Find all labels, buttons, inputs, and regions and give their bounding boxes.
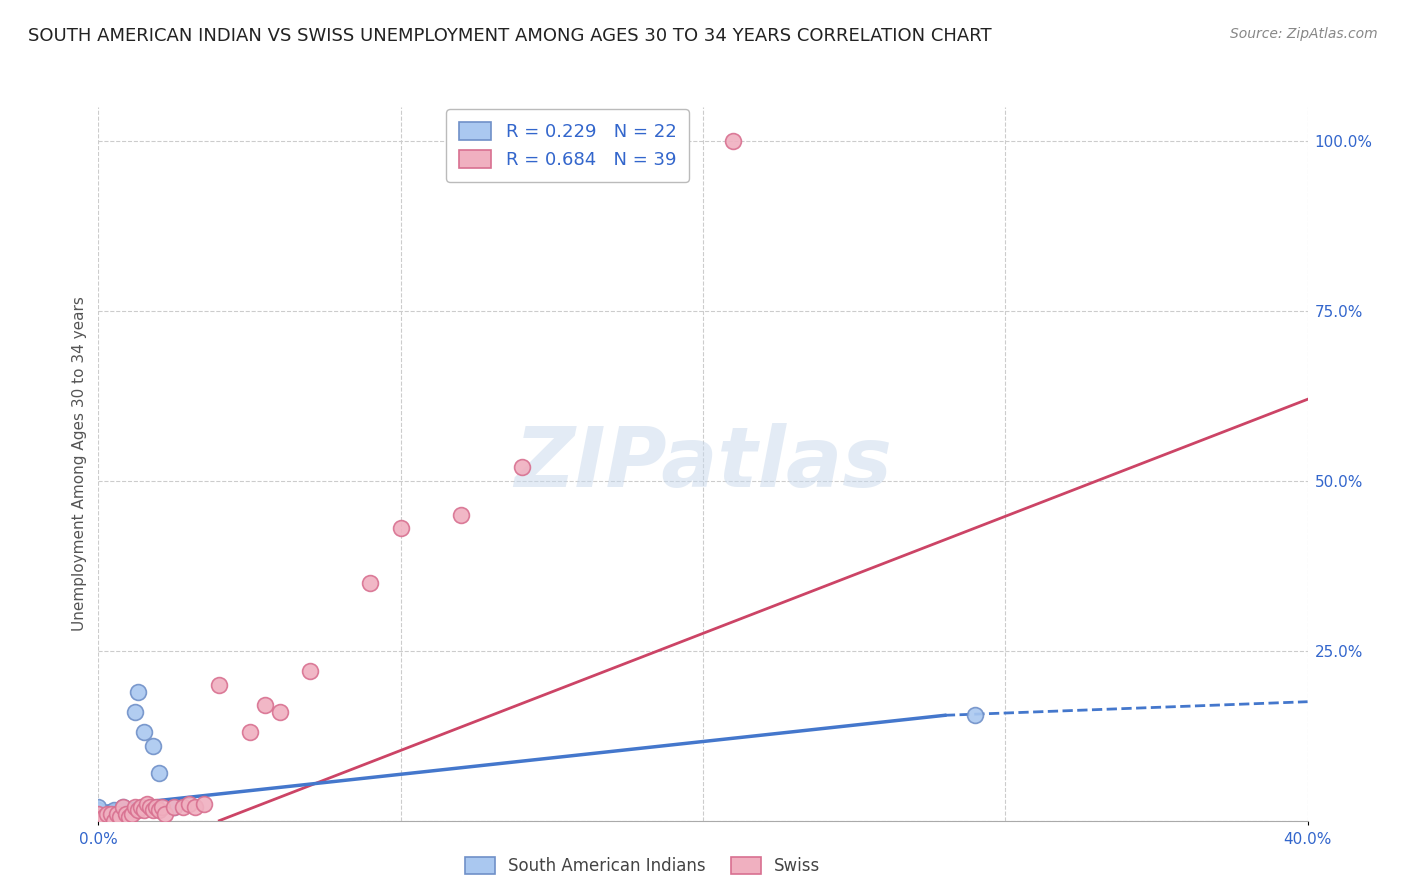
Point bbox=[179, 797, 201, 811]
Point bbox=[124, 705, 146, 719]
Point bbox=[114, 810, 136, 824]
Point bbox=[87, 814, 110, 828]
Point bbox=[208, 678, 231, 692]
Point bbox=[148, 766, 170, 780]
Y-axis label: Unemployment Among Ages 30 to 34 years: Unemployment Among Ages 30 to 34 years bbox=[72, 296, 87, 632]
Point bbox=[87, 814, 110, 828]
Point bbox=[132, 804, 155, 818]
Point bbox=[87, 804, 110, 818]
Point bbox=[510, 460, 533, 475]
Point bbox=[121, 806, 143, 821]
Point bbox=[87, 810, 110, 824]
Point bbox=[93, 810, 115, 824]
Point bbox=[723, 134, 745, 148]
Point bbox=[118, 810, 141, 824]
Point bbox=[103, 814, 125, 828]
Text: SOUTH AMERICAN INDIAN VS SWISS UNEMPLOYMENT AMONG AGES 30 TO 34 YEARS CORRELATIO: SOUTH AMERICAN INDIAN VS SWISS UNEMPLOYM… bbox=[28, 27, 991, 45]
Point bbox=[163, 800, 186, 814]
Point bbox=[127, 684, 149, 698]
Point bbox=[269, 705, 291, 719]
Point bbox=[360, 575, 382, 590]
Point bbox=[93, 810, 115, 824]
Point bbox=[150, 800, 173, 814]
Point bbox=[93, 814, 115, 828]
Point bbox=[148, 804, 170, 818]
Point bbox=[132, 725, 155, 739]
Point bbox=[163, 800, 186, 814]
Point bbox=[299, 664, 322, 678]
Point bbox=[105, 806, 128, 821]
Point bbox=[139, 800, 162, 814]
Point bbox=[129, 800, 152, 814]
Point bbox=[127, 804, 149, 818]
Point bbox=[135, 797, 157, 811]
Point bbox=[108, 810, 131, 824]
Point bbox=[172, 800, 194, 814]
Point bbox=[87, 806, 110, 821]
Point bbox=[87, 806, 110, 821]
Point bbox=[184, 800, 207, 814]
Point bbox=[193, 797, 215, 811]
Point bbox=[153, 806, 176, 821]
Point bbox=[105, 806, 128, 821]
Point bbox=[111, 800, 134, 814]
Text: ZIPatlas: ZIPatlas bbox=[515, 424, 891, 504]
Text: Source: ZipAtlas.com: Source: ZipAtlas.com bbox=[1230, 27, 1378, 41]
Point bbox=[111, 800, 134, 814]
Point bbox=[450, 508, 472, 522]
Point bbox=[145, 800, 167, 814]
Point bbox=[253, 698, 276, 712]
Point bbox=[103, 804, 125, 818]
Point bbox=[114, 806, 136, 821]
Point bbox=[142, 739, 165, 753]
Point bbox=[100, 810, 122, 824]
Point bbox=[100, 806, 122, 821]
Point bbox=[965, 708, 987, 723]
Point bbox=[87, 810, 110, 824]
Point bbox=[96, 806, 118, 821]
Point bbox=[124, 800, 146, 814]
Point bbox=[239, 725, 262, 739]
Point bbox=[105, 810, 128, 824]
Point bbox=[389, 521, 412, 535]
Point bbox=[118, 810, 141, 824]
Legend: South American Indians, Swiss: South American Indians, Swiss bbox=[457, 849, 828, 884]
Point bbox=[87, 800, 110, 814]
Point bbox=[142, 804, 165, 818]
Point bbox=[103, 806, 125, 821]
